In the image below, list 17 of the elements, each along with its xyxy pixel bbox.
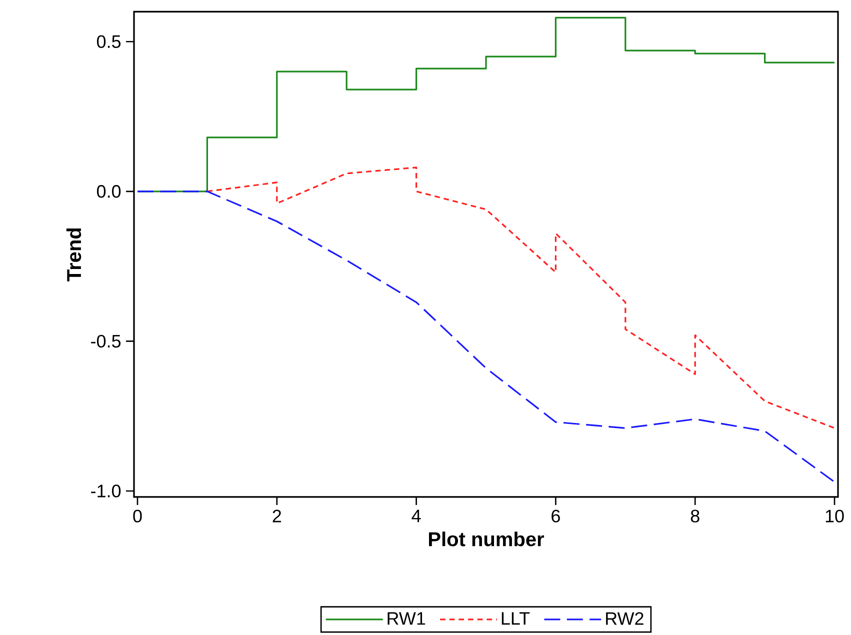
legend-label: RW1 xyxy=(388,612,426,625)
x-tick-label: 0 xyxy=(133,510,142,522)
x-tick-label: 4 xyxy=(412,510,421,522)
x-tick-label: 2 xyxy=(272,510,282,522)
x-tick-label: 8 xyxy=(690,510,700,522)
y-tick-label: 0.5 xyxy=(96,35,121,48)
x-tick-label: 6 xyxy=(552,510,560,522)
legend-label: LLT xyxy=(502,612,530,625)
line-series xyxy=(136,190,836,483)
y-tick-label: -0.5 xyxy=(91,334,121,348)
y-axis-title: Trend xyxy=(66,228,82,282)
y-tick-label: 0.0 xyxy=(96,185,121,198)
x-axis-title: Plot number xyxy=(429,532,544,546)
line-series xyxy=(206,166,836,429)
legend-label: RW2 xyxy=(606,612,644,625)
y-tick-label: -1.0 xyxy=(91,484,121,498)
x-tick-label: 10 xyxy=(826,510,844,522)
